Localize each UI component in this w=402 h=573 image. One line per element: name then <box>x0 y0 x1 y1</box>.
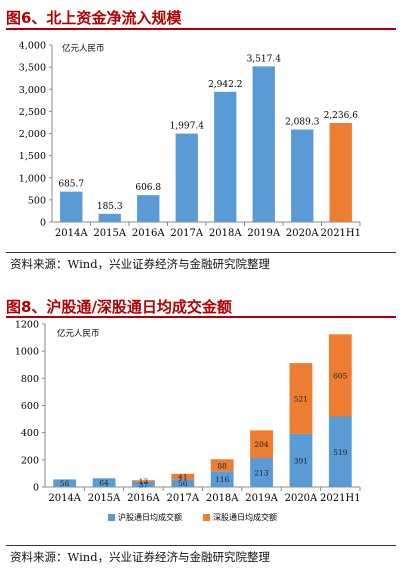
bar-segment-shanghai <box>328 416 352 487</box>
y-tick-label: 200 <box>21 455 39 466</box>
y-tick-label: 4,000 <box>19 41 46 52</box>
x-tick-label: 2018A <box>209 228 242 239</box>
figure6-top-rule <box>6 28 396 30</box>
bar <box>214 91 237 222</box>
y-tick-label: 2,000 <box>19 129 46 140</box>
data-label: 2,942.2 <box>208 80 242 90</box>
bar-segment-shanghai <box>210 471 234 487</box>
y-tick-label: 0 <box>40 218 46 229</box>
data-label: 519 <box>333 448 348 457</box>
y-tick-label: 1200 <box>15 320 39 331</box>
bar-segment-shenzhen <box>171 473 195 480</box>
bar-segment-shanghai <box>92 478 116 487</box>
data-label: 2,236.6 <box>324 111 359 121</box>
x-tick-label: 2017A <box>170 228 203 239</box>
y-tick-label: 1,500 <box>19 151 46 162</box>
bar-segment-shanghai <box>250 458 273 487</box>
x-tick-label: 2019A <box>245 493 278 504</box>
data-label: 2,089.3 <box>285 118 320 128</box>
bar-segment-shenzhen <box>328 334 352 417</box>
bar-segment-shanghai <box>53 479 77 487</box>
bar <box>60 191 83 222</box>
unit-label: 亿元人民币 <box>62 43 105 54</box>
y-tick-label: 2,500 <box>19 107 46 118</box>
bar <box>252 66 275 223</box>
x-tick-label: 2015A <box>88 493 121 504</box>
y-tick-label: 1,000 <box>19 173 46 184</box>
figure6-bottom-rule <box>6 252 396 253</box>
x-tick-label: 2016A <box>132 228 165 239</box>
y-tick-label: 1000 <box>15 347 39 358</box>
x-tick-label: 2014A <box>48 493 81 504</box>
y-tick-label: 3,500 <box>19 63 46 74</box>
figure8-source: 资料来源：Wind，兴业证券经济与金融研究院整理 <box>10 550 271 564</box>
x-tick-label: 2017A <box>166 493 199 504</box>
x-tick-label: 2014A <box>55 228 88 239</box>
data-label: 185.3 <box>97 202 123 212</box>
data-label: 213 <box>254 469 269 478</box>
unit-label: 亿元人民币 <box>57 328 100 339</box>
y-tick-label: 400 <box>21 428 39 439</box>
figure8-top-rule <box>6 316 396 318</box>
bar-segment-shenzhen <box>132 480 155 482</box>
bar-segment-shenzhen <box>289 363 313 434</box>
legend-swatch <box>203 514 210 521</box>
bar <box>98 213 121 222</box>
bar-segment-shanghai <box>289 433 313 487</box>
data-label: 88 <box>217 461 227 470</box>
data-label: 116 <box>215 475 230 484</box>
figure8-title: 图8、沪股通/深股通日均成交金额 <box>6 298 232 316</box>
legend-label: 深股通日均成交额 <box>213 512 277 522</box>
bar-segment-shanghai <box>171 479 195 487</box>
x-tick-label: 2015A <box>93 228 126 239</box>
data-label: 391 <box>294 456 308 465</box>
data-label: 204 <box>254 440 269 449</box>
data-label: 13 <box>139 477 149 486</box>
bar <box>175 133 198 222</box>
bar-segment-shanghai <box>132 481 155 487</box>
bar <box>137 195 160 222</box>
bar-segment-shenzhen <box>250 430 273 459</box>
data-label: 606.8 <box>135 183 161 193</box>
x-tick-label: 2019A <box>247 228 280 239</box>
legend-label: 沪股通日均成交额 <box>118 512 182 522</box>
bar-segment-shenzhen <box>210 459 234 472</box>
legend-swatch <box>108 514 115 521</box>
y-tick-label: 800 <box>21 374 39 385</box>
x-tick-label: 2020A <box>285 493 318 504</box>
data-label: 3,517.4 <box>247 54 282 64</box>
bar <box>329 123 352 222</box>
data-label: 685.7 <box>58 180 84 190</box>
figure6-title: 图6、北上资金净流入规模 <box>6 9 182 27</box>
data-label: 37 <box>139 480 149 489</box>
x-tick-label: 2016A <box>127 493 160 504</box>
x-tick-label: 2020A <box>286 228 319 239</box>
data-label: 1,997.4 <box>170 122 205 132</box>
y-tick-label: 3,000 <box>19 85 46 96</box>
data-label: 56 <box>60 479 70 488</box>
data-label: 41 <box>178 473 188 482</box>
y-tick-label: 500 <box>28 195 46 206</box>
bar <box>291 129 314 222</box>
data-label: 64 <box>99 479 109 488</box>
x-tick-label: 2018A <box>206 493 239 504</box>
figure8-bottom-rule <box>6 545 396 546</box>
x-tick-label: 2021H1 <box>320 493 361 504</box>
y-tick-label: 600 <box>21 401 39 412</box>
x-tick-label: 2021H1 <box>320 228 361 239</box>
data-label: 521 <box>294 395 308 404</box>
figure8-chart: 0 200 400 600 800 1000 1200 亿元人民币 56 2014A 64 2015A… <box>15 320 361 523</box>
data-label: 56 <box>178 479 188 488</box>
figure6-chart: 0 500 1,000 1,500 2,000 2,500 3,000 3,500 4,000 亿… <box>19 41 361 240</box>
figure6-source: 资料来源：Wind，兴业证券经济与金融研究院整理 <box>10 257 271 271</box>
y-tick-label: 0 <box>33 483 39 494</box>
data-label: 605 <box>333 371 348 380</box>
